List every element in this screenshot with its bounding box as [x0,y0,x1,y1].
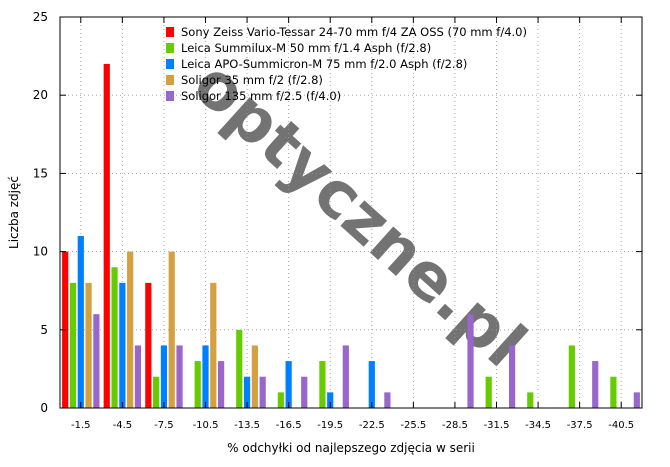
legend-swatch [166,59,174,69]
bar [236,329,243,408]
bar [127,251,134,408]
x-tick-label: -40.5 [608,420,634,431]
bar [568,345,575,408]
x-tick-label: -4.5 [113,420,133,431]
legend-label: Soligor 35 mm f/2 (f/2.8) [181,73,323,87]
legend: Sony Zeiss Vario-Tessar 24-70 mm f/4 ZA … [166,25,527,103]
bar [202,345,209,408]
legend-label: Soligor 135 mm f/2.5 (f/4.0) [181,89,341,103]
x-tick-label: -25.5 [400,420,426,431]
bar [85,282,92,408]
legend-swatch [166,91,174,101]
bar [145,282,152,408]
bar [176,345,183,408]
bar [93,314,100,408]
bar [384,392,391,408]
x-tick-label: -28.5 [442,420,468,431]
bar [160,345,168,408]
x-tick-label: -13.5 [234,420,260,431]
x-tick-label: -22.5 [359,420,385,431]
bar [610,376,617,408]
x-axis-label: % odchyłki od najlepszego zdjęcia w seri… [227,441,475,455]
bar [251,345,258,408]
x-tick-label: -31.5 [484,420,510,431]
x-tick-label: -10.5 [193,420,219,431]
bar [527,392,534,408]
bar [327,392,334,408]
bar [69,282,77,408]
bar [467,314,474,408]
legend-label: Leica APO-Summicron-M 75 mm f/2.0 Asph (… [181,57,467,71]
y-tick-label: 10 [33,245,48,259]
bar [259,376,266,408]
bar [77,235,84,408]
legend-swatch [166,43,174,53]
y-tick-label: 25 [33,10,48,24]
y-tick-label: 20 [33,88,48,102]
bar [210,282,217,408]
bar [103,63,110,409]
bar [111,267,118,408]
bar [218,361,225,408]
bar [592,361,599,408]
x-tick-label: -1.5 [71,420,91,431]
grid [60,17,642,408]
x-tick-label: -7.5 [154,420,174,431]
legend-label: Leica Summilux-M 50 mm f/1.4 Asph (f/2.8… [181,41,431,55]
bar [153,376,160,408]
bar [277,392,284,408]
y-axis-label: Liczba zdjęć [7,176,21,249]
bar [485,376,492,408]
bar [194,361,201,408]
bar [342,345,349,408]
legend-label: Sony Zeiss Vario-Tessar 24-70 mm f/4 ZA … [181,25,527,39]
x-tick-label: -19.5 [317,420,343,431]
y-tick-label: 15 [33,166,48,180]
bars [62,63,640,409]
bar [633,392,640,408]
y-tick-label: 0 [40,401,48,415]
y-tick-label: 5 [40,323,48,337]
plot-frame [59,16,643,409]
bar [509,345,516,408]
axes: 0 5 10 15 20 25 -1.5 -4.5 -7.5 -10.5 -13.5 -16.5 -19… [33,10,642,431]
bar [134,345,142,408]
bar [368,361,375,408]
bar [285,361,292,408]
x-tick-label: -34.5 [525,420,551,431]
x-tick-label: -37.5 [567,420,593,431]
bar [301,376,308,408]
bar [243,376,251,408]
bar [319,361,326,408]
bar [119,282,126,408]
bar [168,251,175,408]
legend-swatch [166,27,174,37]
legend-swatch [166,75,174,85]
x-tick-label: -16.5 [276,420,302,431]
